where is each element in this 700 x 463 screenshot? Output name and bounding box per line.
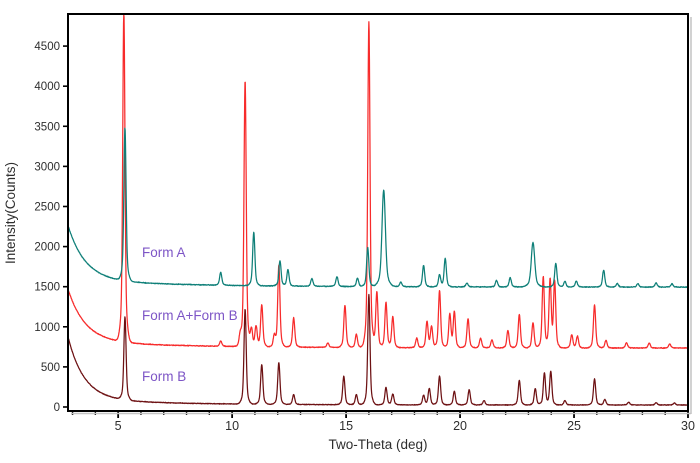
annotation-form-a-plus-form-b: Form A+Form B — [142, 308, 238, 323]
diffraction-traces — [67, 13, 689, 406]
y-axis-title: Intensity(Counts) — [3, 162, 18, 264]
trace-form-a — [67, 127, 689, 289]
y-tick-label: 1000 — [34, 322, 60, 334]
y-tick-label: 3000 — [34, 161, 60, 173]
x-tick-label: 10 — [225, 419, 239, 433]
x-tick-label: 20 — [453, 419, 467, 433]
y-tick-label: 4500 — [34, 41, 60, 53]
y-tick-label: 2000 — [34, 242, 60, 254]
plot-border — [67, 13, 689, 412]
annotation-form-a: Form A — [142, 245, 186, 260]
trace-form-b — [67, 293, 689, 406]
trace-form-a-form-b — [67, 13, 689, 350]
y-tick-label: 4000 — [34, 81, 60, 93]
x-tick-label: 25 — [567, 419, 581, 433]
y-tick-label: 3500 — [34, 121, 60, 133]
x-tick-label: 5 — [115, 419, 122, 433]
annotation-form-b: Form B — [142, 369, 186, 384]
x-tick-label: 30 — [681, 419, 695, 433]
y-tick-label: 2500 — [34, 201, 60, 213]
x-axis-title: Two-Theta (deg) — [328, 437, 427, 452]
x-tick-label: 15 — [339, 419, 353, 433]
y-tick-label: 1500 — [34, 282, 60, 294]
y-tick-label: 500 — [41, 362, 60, 374]
axis-ticks: 0 500 1000 1500 2000 2500 3000 3500 4000 4500 5 10 1… — [34, 41, 695, 433]
y-tick-label: 0 — [54, 402, 60, 414]
